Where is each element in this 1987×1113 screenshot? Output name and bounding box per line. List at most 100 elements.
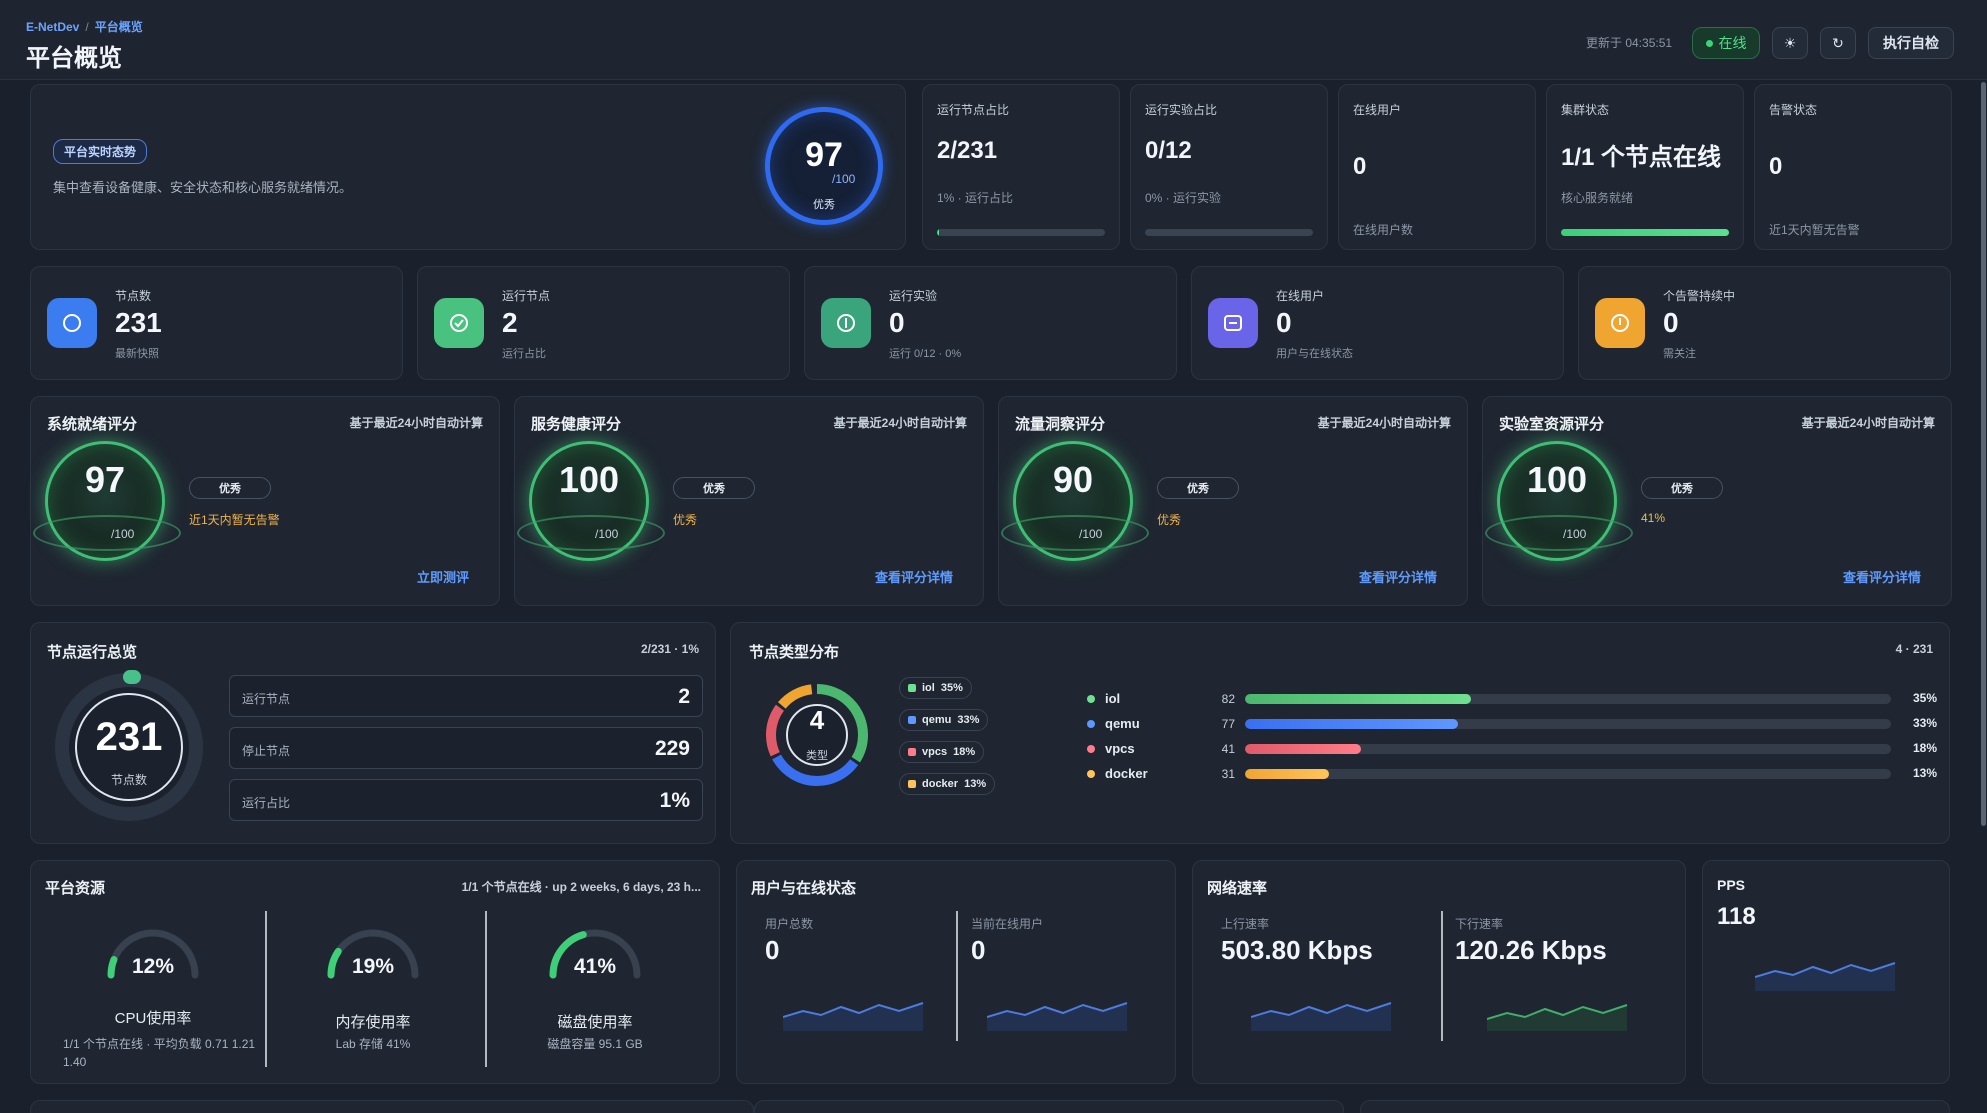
donut-center-value: 4 — [810, 705, 825, 735]
divider — [1441, 911, 1443, 1041]
progress-bar — [1561, 229, 1729, 236]
row-label: 停止节点 — [242, 744, 291, 758]
cluster-status-card[interactable]: 集群状态 1/1 个节点在线 核心服务就绪 — [1546, 84, 1744, 250]
gauge-value: 41% — [573, 955, 617, 978]
row-value: 229 — [654, 737, 690, 760]
alert-icon — [1595, 298, 1645, 348]
type-name: iol — [1105, 691, 1121, 706]
stat-card-running-nodes[interactable]: 运行节点 2 运行占比 — [417, 266, 790, 380]
self-check-button[interactable]: 执行自检 — [1868, 27, 1954, 59]
type-dot — [1087, 745, 1095, 753]
score-details-link[interactable]: 查看评分详情 — [1842, 570, 1921, 585]
score-details-link[interactable]: 查看评分详情 — [874, 570, 953, 585]
score-desc: 41% — [1641, 511, 1666, 525]
score-max: /100 — [1079, 527, 1103, 541]
gauge-arc — [107, 929, 199, 979]
card-label: 集群状态 — [1561, 103, 1610, 117]
pps-sparkline — [1755, 962, 1896, 991]
row-value: 1% — [659, 789, 690, 812]
pps-card: PPS 118 — [1702, 860, 1950, 1084]
stat-card-nodes[interactable]: 节点数 231 最新快照 — [30, 266, 403, 380]
progress-fill — [1561, 229, 1729, 236]
breadcrumb-root[interactable]: E-NetDev — [26, 20, 80, 34]
check-icon — [434, 298, 484, 348]
card-title: 网络速率 — [1207, 880, 1268, 897]
stat-label: 节点数 — [115, 289, 152, 303]
type-pct: 18% — [1912, 741, 1937, 755]
stat-sub: 用户与在线状态 — [1276, 348, 1353, 360]
evaluate-now-link[interactable]: 立即测评 — [416, 570, 469, 585]
breadcrumb-current[interactable]: 平台概览 — [94, 20, 143, 34]
donut-center-circle — [786, 704, 848, 766]
node-overview-card: 节点运行总览 2/231 · 1% 231 节点数 运行节点 2 停止节点 229 … — [30, 622, 716, 844]
stat-card-online-users[interactable]: 在线用户 0 用户与在线状态 — [1191, 266, 1564, 380]
type-bar-fill — [1245, 744, 1362, 754]
type-bar-fill — [1245, 694, 1472, 704]
score-card-traffic-insight: 流量洞察评分 基于最近24小时自动计算 90 /100 优秀 优秀 查看评分详情 — [998, 396, 1468, 606]
alert-status-card[interactable]: 告警状态 0 近1天内暂无告警 — [1754, 84, 1952, 250]
hero-grade: 优秀 — [813, 199, 835, 211]
card-summary: 2/231 · 1% — [640, 642, 699, 656]
score-value: 100 — [558, 459, 620, 500]
card-sub: 0% · 运行实验 — [1145, 191, 1222, 205]
legend-name: qemu — [922, 714, 952, 726]
running-nodes-ratio-card[interactable]: 运行节点占比 2/231 1% · 运行占比 — [922, 84, 1120, 250]
card-value: 2/231 — [937, 137, 998, 164]
card-value: 0 — [1769, 153, 1783, 180]
stat-sub: 需关注 — [1663, 348, 1696, 360]
running-labs-ratio-card[interactable]: 运行实验占比 0/12 0% · 运行实验 — [1130, 84, 1328, 250]
total-users-value: 0 — [765, 935, 780, 965]
hero-score-max: /100 — [832, 172, 856, 186]
type-pct: 33% — [1912, 716, 1937, 730]
score-desc: 优秀 — [673, 513, 698, 527]
card-value: 0/12 — [1145, 137, 1192, 164]
progress-fill — [937, 229, 939, 236]
card-sub: 1% · 运行占比 — [937, 191, 1014, 205]
type-bar-track — [1245, 719, 1891, 729]
stat-sub: 最新快照 — [115, 348, 159, 360]
score-details-link[interactable]: 查看评分详情 — [1358, 570, 1437, 585]
donut-slice-iol — [766, 684, 868, 786]
score-title: 系统就绪评分 — [47, 416, 138, 433]
status-dot-icon — [1705, 39, 1713, 47]
card-value: 1/1 个节点在线 — [1561, 144, 1722, 171]
card-title: 节点类型分布 — [749, 644, 840, 661]
divider — [265, 911, 267, 1067]
score-value: 90 — [1052, 459, 1094, 500]
legend-name: vpcs — [922, 746, 948, 758]
stat-card-running-labs[interactable]: 运行实验 0 运行 0/12 · 0% — [804, 266, 1177, 380]
theme-toggle-button[interactable]: ☀ — [1772, 27, 1808, 59]
gauge-arc — [327, 929, 419, 979]
card-label: 告警状态 — [1769, 103, 1818, 117]
progress-bar — [1145, 229, 1313, 236]
pps-value: 118 — [1717, 903, 1756, 930]
row-label: 运行节点 — [242, 692, 291, 706]
type-pct: 13% — [1912, 766, 1937, 780]
orb-orbit — [1485, 515, 1633, 551]
orb-orbit — [1001, 515, 1149, 551]
user-icon — [1208, 298, 1258, 348]
legend-swatch — [908, 716, 916, 724]
refresh-icon: ↻ — [1832, 34, 1844, 51]
type-dot — [1087, 720, 1095, 728]
score-title: 流量洞察评分 — [1015, 416, 1106, 433]
card-summary: 1/1 个节点在线 · up 2 weeks, 6 days, 23 h... — [461, 880, 701, 894]
top-bar: E-NetDev / 平台概览 平台概览 更新于 04:35:51 在线 ☀ ↻ 执… — [0, 0, 1987, 80]
online-users-card[interactable]: 在线用户 0 在线用户数 — [1338, 84, 1536, 250]
card-title: 节点运行总览 — [47, 644, 138, 661]
score-title: 服务健康评分 — [531, 416, 622, 433]
stat-card-alerts[interactable]: 个告警持续中 0 需关注 — [1578, 266, 1951, 380]
scrollbar[interactable] — [1981, 82, 1986, 826]
score-card-lab-resources: 实验室资源评分 基于最近24小时自动计算 100 /100 优秀 41% 查看评… — [1482, 396, 1952, 606]
total-users-label: 用户总数 — [765, 917, 814, 931]
score-note: 基于最近24小时自动计算 — [349, 416, 483, 430]
orb-orbit — [517, 515, 665, 551]
legend-swatch — [908, 684, 916, 692]
legend-name: iol — [922, 682, 935, 694]
type-donut-chart: 4 类型 — [766, 684, 868, 786]
download-label: 下行速率 — [1455, 917, 1504, 931]
refresh-button[interactable]: ↻ — [1820, 27, 1856, 59]
gauge-label: CPU使用率 — [114, 1010, 192, 1027]
legend-swatch — [908, 780, 916, 788]
download-value: 120.26 Kbps — [1455, 935, 1607, 965]
